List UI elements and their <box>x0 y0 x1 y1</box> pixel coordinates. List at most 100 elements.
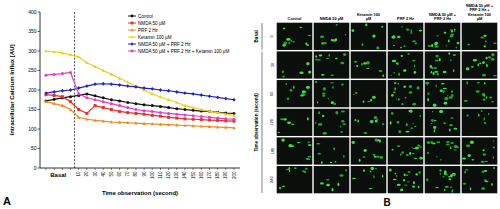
cell-spot <box>318 111 320 114</box>
data-point <box>216 111 219 114</box>
data-point <box>175 101 178 104</box>
cell-image <box>462 109 498 136</box>
data-point <box>85 61 88 64</box>
cell-spot <box>305 168 308 170</box>
cell-spot <box>485 41 487 43</box>
legend-label: NMDA 50 µM + PRF 2 Hz <box>138 42 191 47</box>
cell-spot <box>448 178 451 180</box>
cell-spot <box>354 61 357 63</box>
cell-spot <box>491 183 493 186</box>
cell-spot <box>443 88 447 89</box>
cell-spot <box>320 36 324 38</box>
cell-spot <box>363 62 367 64</box>
cell-spot <box>436 84 437 87</box>
cell-spot <box>470 141 474 144</box>
cell-spot <box>470 187 471 190</box>
data-point <box>126 80 129 83</box>
cell-spot <box>483 98 486 100</box>
x-tick <box>111 168 112 170</box>
x-tick <box>217 168 218 170</box>
cell-image <box>351 109 387 136</box>
cell-spot <box>393 179 397 181</box>
cell-spot <box>396 62 398 64</box>
cell-image <box>351 51 387 78</box>
data-point <box>94 104 97 107</box>
cell-spot <box>432 111 433 112</box>
cell-spot <box>307 117 309 120</box>
cell-spot <box>437 73 439 76</box>
cell-background <box>314 137 350 164</box>
legend-marker <box>130 42 133 46</box>
header-line: µM <box>477 16 482 21</box>
data-point <box>126 121 129 124</box>
data-point <box>208 125 211 128</box>
legend-label: Ketamin 100 µM <box>138 35 172 40</box>
cell-spot <box>439 169 441 171</box>
cell-spot <box>297 142 301 143</box>
cell-spot <box>407 181 410 182</box>
data-point <box>61 72 64 75</box>
data-point <box>61 89 64 93</box>
cell-image <box>388 23 424 50</box>
cell-spot <box>414 126 416 127</box>
cell-spot <box>391 36 395 39</box>
data-point <box>134 121 137 124</box>
cell-spot <box>435 187 439 188</box>
cell-spot <box>453 128 457 130</box>
cell-spot <box>412 147 413 148</box>
cell-spot <box>443 71 447 74</box>
x-tick <box>46 168 47 170</box>
cell-spot <box>398 83 399 85</box>
cell-spot <box>326 58 330 59</box>
data-point <box>44 49 47 52</box>
cell-spot <box>299 71 303 74</box>
data-point <box>191 124 194 127</box>
cell-spot <box>306 159 310 160</box>
cell-background <box>388 166 424 193</box>
cell-background <box>314 23 350 50</box>
x-tick <box>62 168 63 170</box>
data-point <box>208 110 211 113</box>
x-tick <box>78 168 79 170</box>
cell-spot <box>489 96 492 98</box>
cell-image <box>425 109 461 136</box>
cell-background <box>277 137 313 164</box>
cell-spot <box>491 58 495 61</box>
cell-spot <box>290 89 293 92</box>
cell-spot <box>467 44 470 46</box>
cell-spot <box>398 130 401 133</box>
cell-image <box>388 137 424 164</box>
cell-spot <box>431 71 433 74</box>
y-tick <box>38 12 41 13</box>
y-tick <box>38 51 41 52</box>
cell-spot <box>372 34 375 37</box>
cell-spot <box>454 30 455 32</box>
cell-spot <box>367 101 371 102</box>
cell-spot <box>323 132 327 135</box>
cell-spot <box>451 34 454 36</box>
cell-spot <box>300 95 304 97</box>
data-point <box>183 108 186 111</box>
cell-spot <box>396 175 397 177</box>
cell-spot <box>436 156 438 157</box>
data-point <box>134 102 137 105</box>
cell-spot <box>457 42 460 45</box>
data-point <box>77 55 80 58</box>
cell-spot <box>371 167 375 170</box>
cell-background <box>277 80 313 107</box>
cell-spot <box>441 83 445 85</box>
cell-spot <box>365 24 367 27</box>
cell-spot <box>451 189 453 192</box>
cell-background <box>388 51 424 78</box>
cell-spot <box>403 179 405 181</box>
legend-line <box>128 16 136 17</box>
y-tick-label: 100 <box>28 126 37 132</box>
column-header: PRF 2 Hz <box>397 16 414 21</box>
cell-spot <box>484 82 486 84</box>
x-tick <box>184 168 185 170</box>
series-line <box>46 72 234 119</box>
cell-spot <box>283 27 285 29</box>
data-point <box>200 108 203 111</box>
data-point <box>134 108 137 111</box>
data-point <box>94 94 97 97</box>
